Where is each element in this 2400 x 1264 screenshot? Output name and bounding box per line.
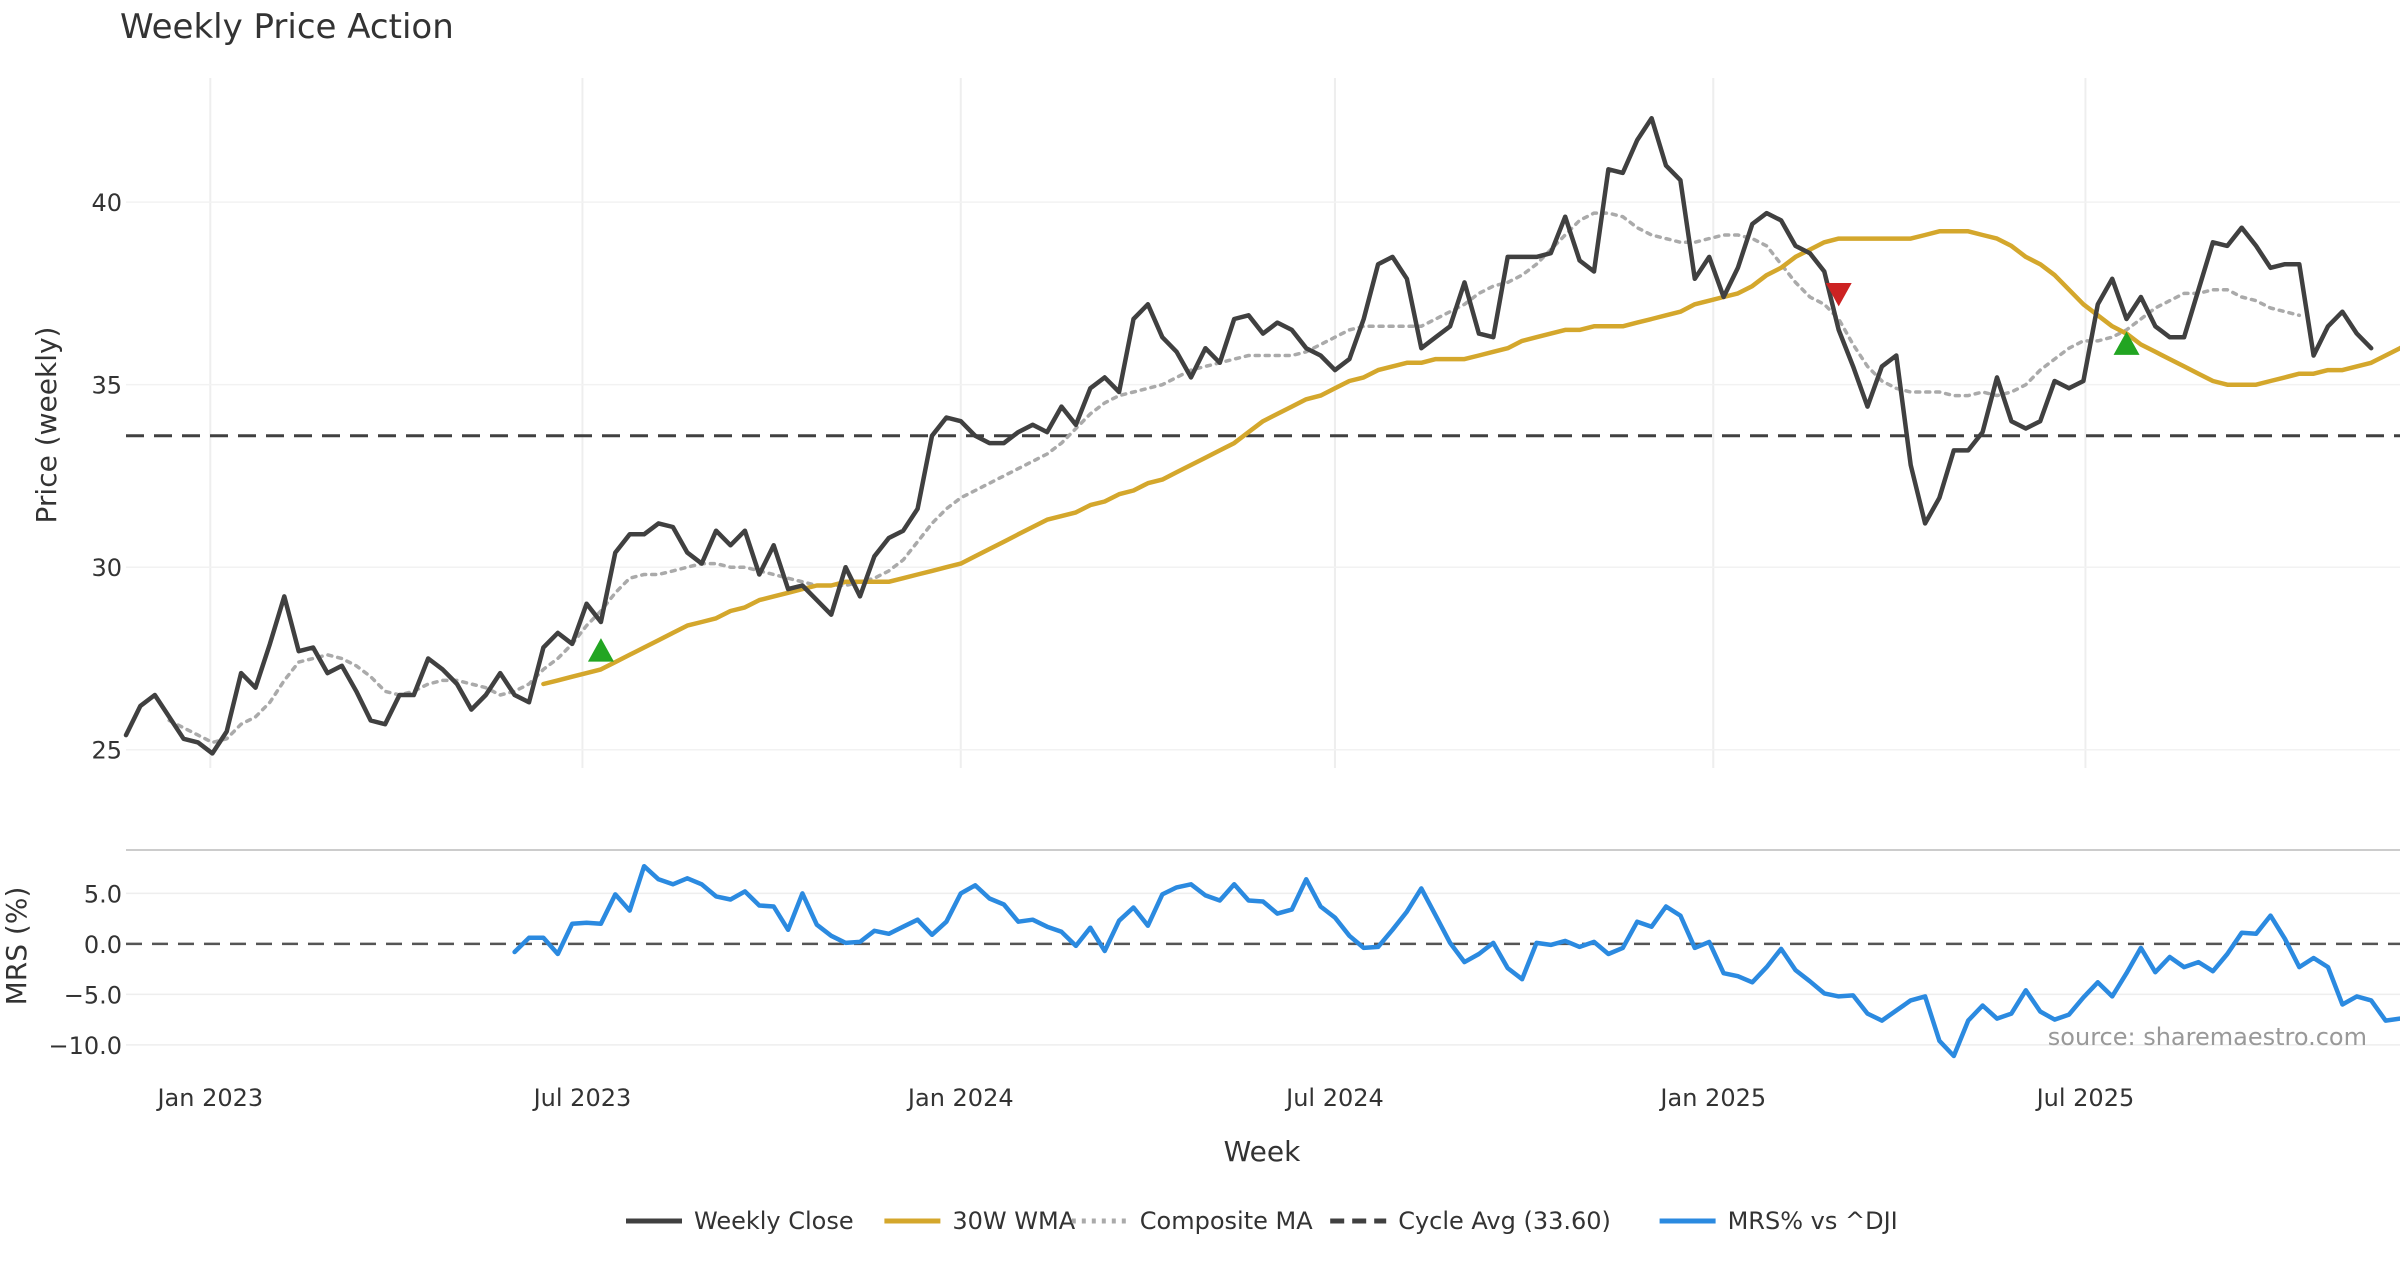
- legend-item: Weekly Close: [626, 1207, 854, 1235]
- price-series-layer: [123, 115, 2400, 756]
- price-y-axis-label: Price (weekly): [30, 327, 63, 524]
- x-axis-label: Week: [1224, 1135, 1301, 1168]
- signal-markers: [587, 282, 2140, 662]
- x-tick-label: Jul 2023: [532, 1084, 632, 1112]
- buy-signal-marker: [587, 638, 614, 662]
- price-y-tick-label: 25: [91, 737, 122, 765]
- legend-label: Composite MA: [1140, 1207, 1313, 1235]
- series-weekly-close: [123, 115, 2374, 756]
- series-30w-wma: [541, 229, 2400, 687]
- x-tick-label: Jan 2025: [1658, 1084, 1766, 1112]
- legend-item: 30W WMA: [884, 1207, 1076, 1235]
- price-y-tick-label: 30: [91, 554, 122, 582]
- axes-labels: Jan 2023 Jul 2023 Jan 2024 Jul 2024 Jan 2025…: [48, 189, 2134, 1112]
- buy-signal-marker: [2113, 331, 2140, 355]
- mrs-grid: [126, 849, 2400, 1046]
- x-tick-label: Jan 2024: [906, 1084, 1014, 1112]
- mrs-y-tick-label: 5.0: [84, 880, 122, 908]
- legend-label: 30W WMA: [952, 1207, 1075, 1235]
- legend-item: Cycle Avg (33.60): [1330, 1207, 1611, 1235]
- sell-signal-marker: [1825, 282, 1852, 307]
- mrs-series-layer: [512, 863, 2400, 1059]
- mrs-y-axis-label: MRS (%): [0, 887, 33, 1006]
- series-mrs-vs-dji: [512, 863, 2400, 1059]
- mrs-y-tick-label: 0.0: [84, 931, 122, 959]
- chart-title: Weekly Price Action: [120, 7, 454, 47]
- x-tick-label: Jul 2025: [2035, 1084, 2135, 1112]
- price-y-tick-label: 40: [91, 189, 122, 217]
- mrs-y-tick-label: −5.0: [64, 981, 122, 1009]
- x-tick-label: Jul 2024: [1284, 1084, 1384, 1112]
- legend-label: MRS% vs ^DJI: [1728, 1207, 1898, 1235]
- price-y-tick-label: 35: [91, 372, 122, 400]
- source-note: source: sharemaestro.com: [2048, 1023, 2367, 1051]
- price-grid: [126, 78, 2400, 768]
- x-tick-label: Jan 2023: [155, 1084, 263, 1112]
- series-composite-ma: [167, 211, 2302, 745]
- mrs-y-tick-label: −10.0: [48, 1032, 122, 1060]
- legend-label: Weekly Close: [694, 1207, 854, 1235]
- legend-item: MRS% vs ^DJI: [1659, 1207, 1898, 1235]
- chart-legend: Weekly Close 30W WMA Composite MA Cycle Avg…: [626, 1207, 1898, 1235]
- legend-item: Composite MA: [1071, 1207, 1313, 1235]
- legend-label: Cycle Avg (33.60): [1398, 1207, 1611, 1235]
